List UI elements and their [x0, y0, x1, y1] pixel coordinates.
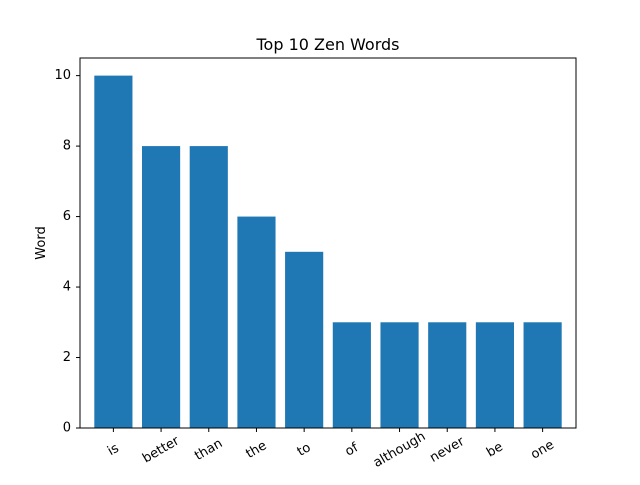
x-tick-label: one [528, 437, 556, 462]
y-tick-label: 4 [63, 280, 71, 295]
y-tick-label: 10 [54, 68, 71, 83]
x-tick-label: be [484, 439, 506, 460]
y-tick-label: 6 [63, 209, 71, 224]
x-tick-label: although [371, 429, 428, 471]
x-tick-label: to [295, 440, 314, 460]
bar-than [189, 146, 228, 428]
bar-be [475, 322, 514, 428]
x-tick-label: than [192, 436, 225, 464]
y-tick-label: 2 [63, 350, 71, 365]
y-tick-label: 0 [63, 421, 71, 436]
plot-frame [79, 57, 577, 429]
bar-better [142, 146, 181, 428]
x-tick-label: better [140, 433, 183, 466]
chart-title: Top 10 Zen Words [255, 35, 399, 54]
x-tick-label: the [243, 438, 269, 462]
bar-of [332, 322, 371, 428]
y-axis: 0 2 4 6 8 10 [54, 68, 80, 436]
bar-although [380, 322, 419, 428]
bar-never [428, 322, 467, 428]
bars-layer [94, 75, 562, 428]
bar-to [285, 251, 324, 428]
x-tick-label: of [343, 440, 362, 459]
x-axis: is better than the to of although never be one [105, 428, 557, 471]
bar-the [237, 216, 276, 428]
y-axis-label: Word [34, 226, 49, 259]
y-tick-label: 8 [63, 139, 71, 154]
bar-is [94, 75, 133, 428]
bar-one [523, 322, 562, 428]
x-tick-label: is [105, 441, 122, 459]
x-tick-label: never [427, 434, 467, 466]
